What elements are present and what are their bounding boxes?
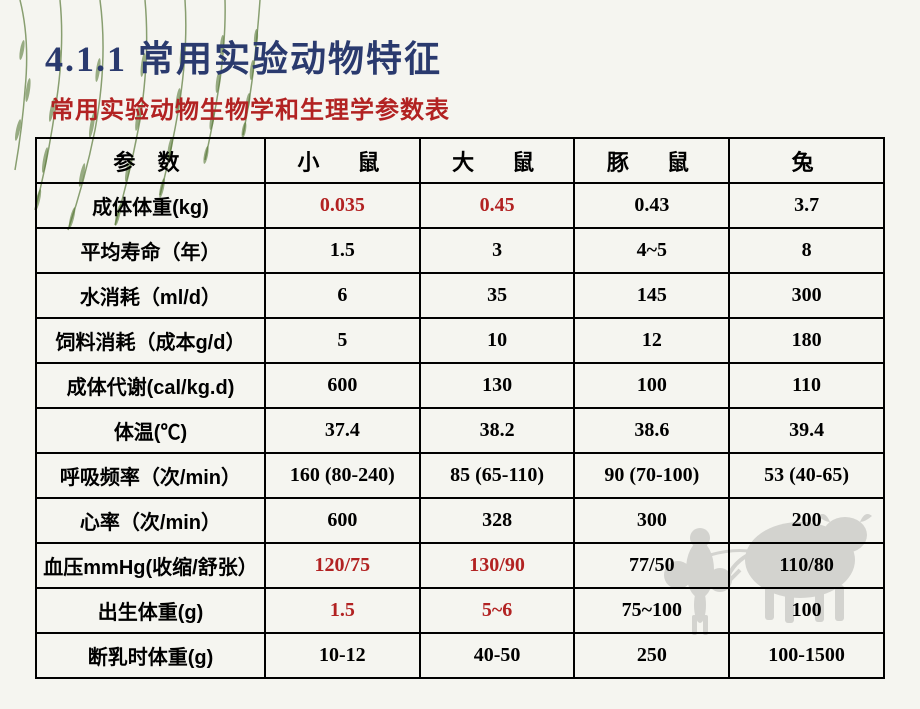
param-cell: 平均寿命（年） bbox=[36, 228, 265, 273]
header-param: 参 数 bbox=[36, 138, 265, 183]
data-cell: 10 bbox=[420, 318, 575, 363]
table-header-row: 参 数 小 鼠 大 鼠 豚 鼠 兔 bbox=[36, 138, 884, 183]
data-cell: 200 bbox=[729, 498, 884, 543]
table-row: 血压mmHg(收缩/舒张）120/75130/9077/50110/80 bbox=[36, 543, 884, 588]
data-cell: 75~100 bbox=[574, 588, 729, 633]
data-cell: 120/75 bbox=[265, 543, 420, 588]
header-rat: 大 鼠 bbox=[420, 138, 575, 183]
table-row: 断乳时体重(g)10-1240-50250100-1500 bbox=[36, 633, 884, 678]
data-cell: 328 bbox=[420, 498, 575, 543]
table-row: 成体代谢(cal/kg.d)600130100110 bbox=[36, 363, 884, 408]
table-row: 心率（次/min）600328300200 bbox=[36, 498, 884, 543]
data-cell: 110 bbox=[729, 363, 884, 408]
data-cell: 39.4 bbox=[729, 408, 884, 453]
table-row: 平均寿命（年）1.534~58 bbox=[36, 228, 884, 273]
table-row: 体温(℃)37.438.238.639.4 bbox=[36, 408, 884, 453]
data-cell: 300 bbox=[574, 498, 729, 543]
data-cell: 1.5 bbox=[265, 228, 420, 273]
data-cell: 85 (65-110) bbox=[420, 453, 575, 498]
table-row: 呼吸频率（次/min）160 (80-240)85 (65-110)90 (70… bbox=[36, 453, 884, 498]
data-cell: 1.5 bbox=[265, 588, 420, 633]
data-cell: 100 bbox=[574, 363, 729, 408]
data-cell: 0.035 bbox=[265, 183, 420, 228]
data-cell: 130/90 bbox=[420, 543, 575, 588]
data-cell: 130 bbox=[420, 363, 575, 408]
table-row: 出生体重(g)1.55~675~100100 bbox=[36, 588, 884, 633]
data-cell: 160 (80-240) bbox=[265, 453, 420, 498]
data-cell: 35 bbox=[420, 273, 575, 318]
data-cell: 53 (40-65) bbox=[729, 453, 884, 498]
data-cell: 300 bbox=[729, 273, 884, 318]
table-row: 饲料消耗（成本g/d）51012180 bbox=[36, 318, 884, 363]
data-cell: 3.7 bbox=[729, 183, 884, 228]
param-cell: 出生体重(g) bbox=[36, 588, 265, 633]
parameters-table: 参 数 小 鼠 大 鼠 豚 鼠 兔 成体体重(kg)0.0350.450.433… bbox=[35, 137, 885, 679]
data-cell: 12 bbox=[574, 318, 729, 363]
data-cell: 37.4 bbox=[265, 408, 420, 453]
data-cell: 110/80 bbox=[729, 543, 884, 588]
data-cell: 77/50 bbox=[574, 543, 729, 588]
param-cell: 成体代谢(cal/kg.d) bbox=[36, 363, 265, 408]
data-cell: 100 bbox=[729, 588, 884, 633]
data-cell: 5~6 bbox=[420, 588, 575, 633]
table-row: 水消耗（ml/d）635145300 bbox=[36, 273, 884, 318]
data-cell: 8 bbox=[729, 228, 884, 273]
data-cell: 250 bbox=[574, 633, 729, 678]
data-cell: 0.43 bbox=[574, 183, 729, 228]
header-rabbit: 兔 bbox=[729, 138, 884, 183]
data-cell: 0.45 bbox=[420, 183, 575, 228]
param-cell: 成体体重(kg) bbox=[36, 183, 265, 228]
data-cell: 40-50 bbox=[420, 633, 575, 678]
data-cell: 600 bbox=[265, 498, 420, 543]
data-cell: 600 bbox=[265, 363, 420, 408]
param-cell: 饲料消耗（成本g/d） bbox=[36, 318, 265, 363]
data-cell: 145 bbox=[574, 273, 729, 318]
header-guinea-pig: 豚 鼠 bbox=[574, 138, 729, 183]
table-row: 成体体重(kg)0.0350.450.433.7 bbox=[36, 183, 884, 228]
data-cell: 90 (70-100) bbox=[574, 453, 729, 498]
param-cell: 心率（次/min） bbox=[36, 498, 265, 543]
sub-title: 常用实验动物生物学和生理学参数表 bbox=[50, 90, 885, 125]
data-cell: 5 bbox=[265, 318, 420, 363]
param-cell: 体温(℃) bbox=[36, 408, 265, 453]
data-cell: 10-12 bbox=[265, 633, 420, 678]
param-cell: 呼吸频率（次/min） bbox=[36, 453, 265, 498]
param-cell: 血压mmHg(收缩/舒张） bbox=[36, 543, 265, 588]
data-cell: 100-1500 bbox=[729, 633, 884, 678]
param-cell: 水消耗（ml/d） bbox=[36, 273, 265, 318]
data-cell: 38.2 bbox=[420, 408, 575, 453]
data-cell: 3 bbox=[420, 228, 575, 273]
data-cell: 6 bbox=[265, 273, 420, 318]
header-mouse: 小 鼠 bbox=[265, 138, 420, 183]
data-cell: 180 bbox=[729, 318, 884, 363]
data-cell: 38.6 bbox=[574, 408, 729, 453]
main-title: 4.1.1 常用实验动物特征 bbox=[45, 30, 885, 82]
data-cell: 4~5 bbox=[574, 228, 729, 273]
param-cell: 断乳时体重(g) bbox=[36, 633, 265, 678]
